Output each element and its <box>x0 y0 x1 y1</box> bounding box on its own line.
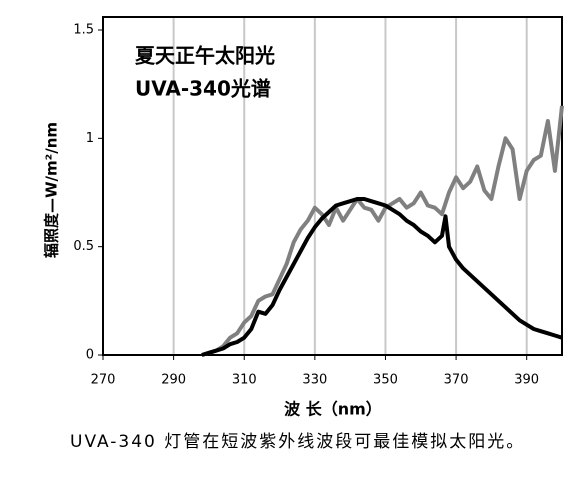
x-axis-label: 波 长（nm） <box>284 400 382 419</box>
x-tick-label: 350 <box>373 373 398 388</box>
plot-frame <box>102 16 563 356</box>
chart: 辐照度—W/m²/nm 波 长（nm） 270 290 310 330 350 370 39… <box>43 16 564 419</box>
x-tick-label: 290 <box>161 373 186 388</box>
legend-label: 夏天正午太阳光 <box>135 44 275 68</box>
series-line <box>201 197 563 357</box>
caption: UVA-340 灯管在短波紫外线波段可最佳模拟太阳光。 <box>70 432 526 452</box>
y-axis-label: 辐照度—W/m²/nm <box>43 122 61 258</box>
legend-label: UVA-340光谱 <box>135 77 271 101</box>
y-tick-label: 0 <box>86 348 94 363</box>
x-tick-label: 270 <box>91 373 116 388</box>
y-tick-label: 1.5 <box>73 23 94 38</box>
x-tick-label: 330 <box>302 373 327 388</box>
y-tick-label: 0.5 <box>73 239 94 254</box>
y-tick-label: 1 <box>86 131 94 146</box>
x-tick-label: 370 <box>444 373 469 388</box>
x-tick-label: 390 <box>514 373 539 388</box>
x-tick-label: 310 <box>232 373 257 388</box>
